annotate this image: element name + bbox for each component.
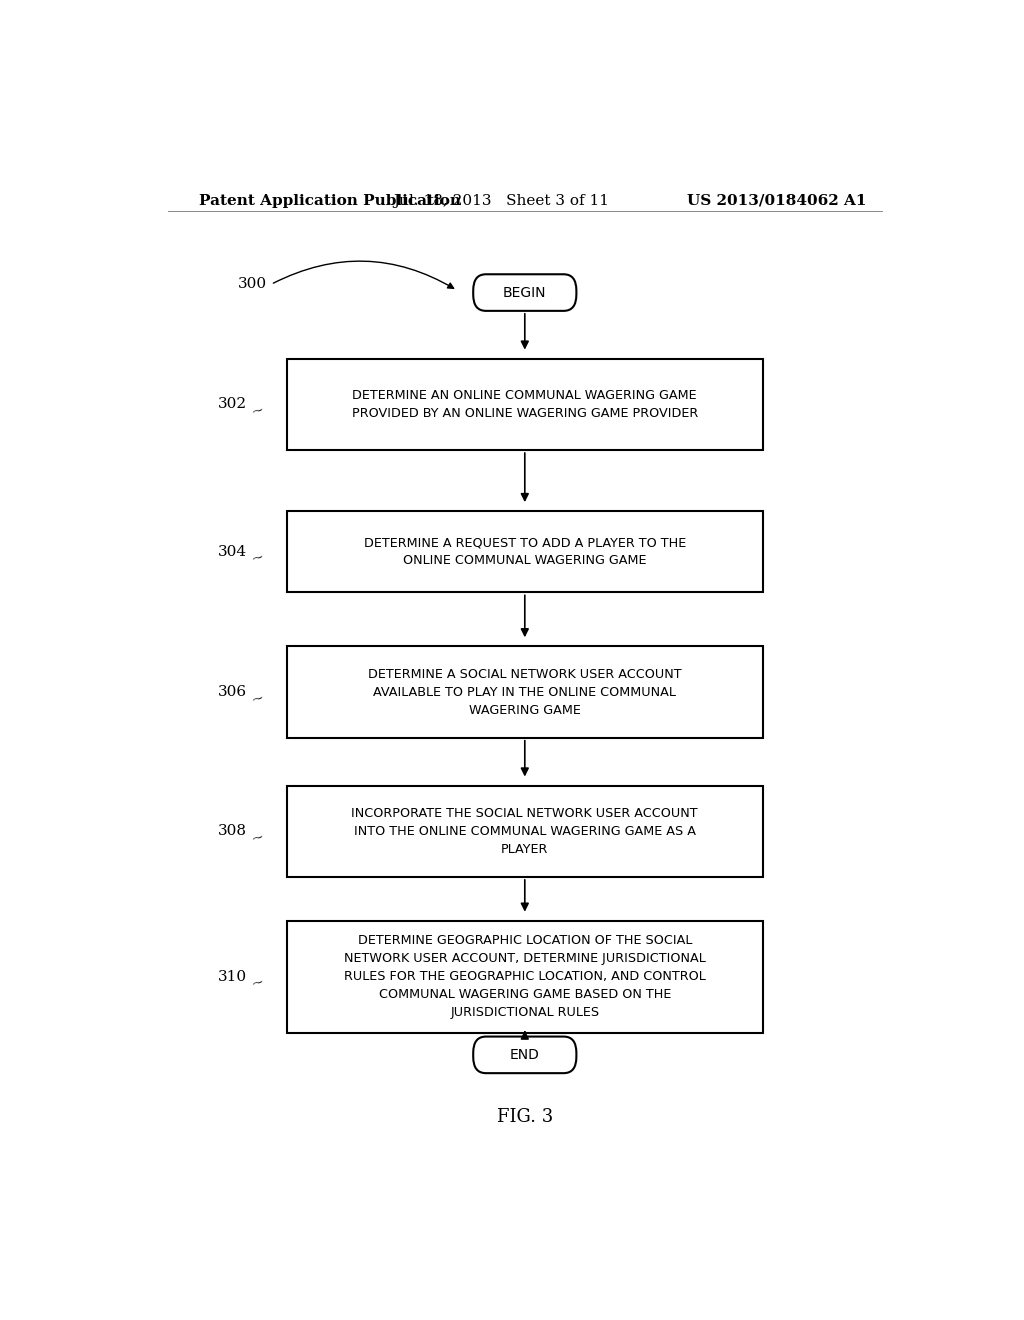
Text: Jul. 18, 2013   Sheet 3 of 11: Jul. 18, 2013 Sheet 3 of 11 bbox=[393, 194, 609, 209]
Text: INCORPORATE THE SOCIAL NETWORK USER ACCOUNT
INTO THE ONLINE COMMUNAL WAGERING GA: INCORPORATE THE SOCIAL NETWORK USER ACCO… bbox=[351, 807, 698, 855]
Text: US 2013/0184062 A1: US 2013/0184062 A1 bbox=[686, 194, 866, 209]
Text: DETERMINE GEOGRAPHIC LOCATION OF THE SOCIAL
NETWORK USER ACCOUNT, DETERMINE JURI: DETERMINE GEOGRAPHIC LOCATION OF THE SOC… bbox=[344, 935, 706, 1019]
Text: 304: 304 bbox=[218, 545, 247, 558]
Text: ~: ~ bbox=[250, 403, 265, 420]
FancyBboxPatch shape bbox=[473, 275, 577, 312]
Text: END: END bbox=[510, 1048, 540, 1061]
Text: 310: 310 bbox=[218, 970, 247, 983]
FancyBboxPatch shape bbox=[287, 921, 763, 1032]
Text: DETERMINE A SOCIAL NETWORK USER ACCOUNT
AVAILABLE TO PLAY IN THE ONLINE COMMUNAL: DETERMINE A SOCIAL NETWORK USER ACCOUNT … bbox=[368, 668, 682, 717]
Text: 300: 300 bbox=[238, 276, 267, 290]
Text: 306: 306 bbox=[218, 685, 247, 700]
FancyBboxPatch shape bbox=[287, 359, 763, 450]
FancyBboxPatch shape bbox=[287, 511, 763, 593]
Text: DETERMINE AN ONLINE COMMUNAL WAGERING GAME
PROVIDED BY AN ONLINE WAGERING GAME P: DETERMINE AN ONLINE COMMUNAL WAGERING GA… bbox=[351, 389, 698, 420]
Text: DETERMINE A REQUEST TO ADD A PLAYER TO THE
ONLINE COMMUNAL WAGERING GAME: DETERMINE A REQUEST TO ADD A PLAYER TO T… bbox=[364, 536, 686, 568]
Text: FIG. 3: FIG. 3 bbox=[497, 1107, 553, 1126]
Text: BEGIN: BEGIN bbox=[503, 285, 547, 300]
FancyBboxPatch shape bbox=[473, 1036, 577, 1073]
Text: 308: 308 bbox=[218, 824, 247, 838]
FancyBboxPatch shape bbox=[287, 785, 763, 876]
FancyBboxPatch shape bbox=[287, 647, 763, 738]
Text: ~: ~ bbox=[250, 830, 265, 847]
Text: ~: ~ bbox=[250, 690, 265, 708]
Text: ~: ~ bbox=[250, 975, 265, 993]
Text: Patent Application Publication: Patent Application Publication bbox=[200, 194, 462, 209]
Text: ~: ~ bbox=[250, 550, 265, 568]
Text: 302: 302 bbox=[218, 397, 247, 412]
